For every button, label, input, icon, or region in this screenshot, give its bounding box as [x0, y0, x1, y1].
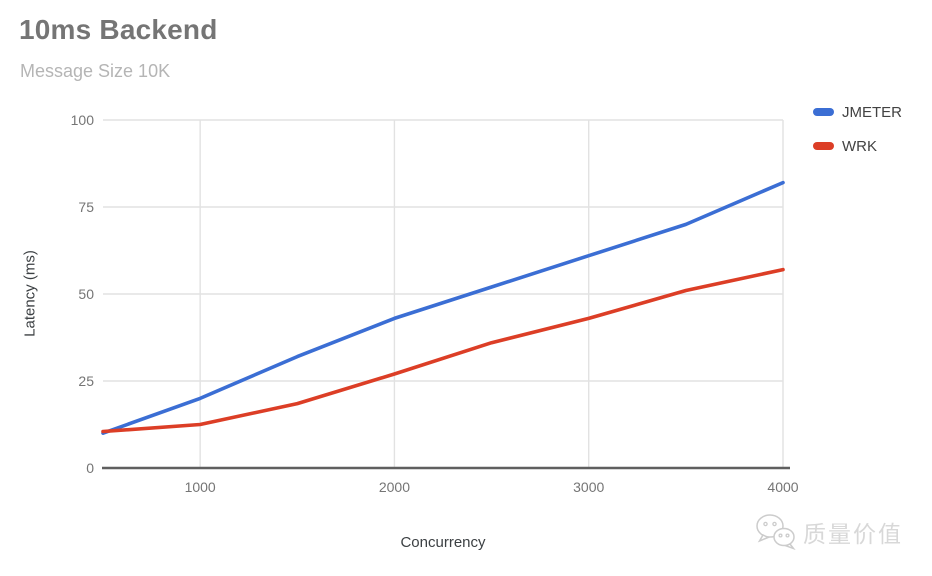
- legend-item-jmeter: JMETER: [813, 103, 902, 121]
- y-tick-label: 25: [78, 373, 94, 389]
- y-tick-label: 100: [70, 112, 94, 128]
- y-tick-label: 0: [86, 460, 94, 476]
- chart-subtitle: Message Size 10K: [20, 61, 171, 81]
- legend-swatch-wrk: [813, 142, 834, 150]
- x-tick-label: 1000: [184, 479, 216, 495]
- series-line-wrk: [101, 267, 785, 434]
- legend-label: WRK: [842, 137, 877, 155]
- y-axis-title: Latency (ms): [21, 250, 39, 337]
- x-axis-title: Concurrency: [400, 534, 486, 551]
- y-tick-label: 75: [78, 199, 94, 215]
- legend: JMETER WRK: [813, 103, 902, 171]
- watermark-text: 质量价值: [803, 520, 903, 547]
- chart-title: 10ms Backend: [19, 14, 218, 45]
- x-tick-label: 2000: [378, 479, 410, 495]
- watermark: 质量价值: [755, 513, 903, 550]
- legend-item-wrk: WRK: [813, 137, 902, 155]
- x-tick-label: 3000: [573, 479, 605, 495]
- series-line-jmeter: [101, 180, 785, 436]
- legend-swatch-jmeter: [813, 108, 834, 116]
- y-tick-label: 50: [78, 286, 94, 302]
- x-tick-label: 4000: [767, 479, 799, 495]
- wechat-logo-icon: [756, 514, 796, 550]
- legend-label: JMETER: [842, 103, 902, 121]
